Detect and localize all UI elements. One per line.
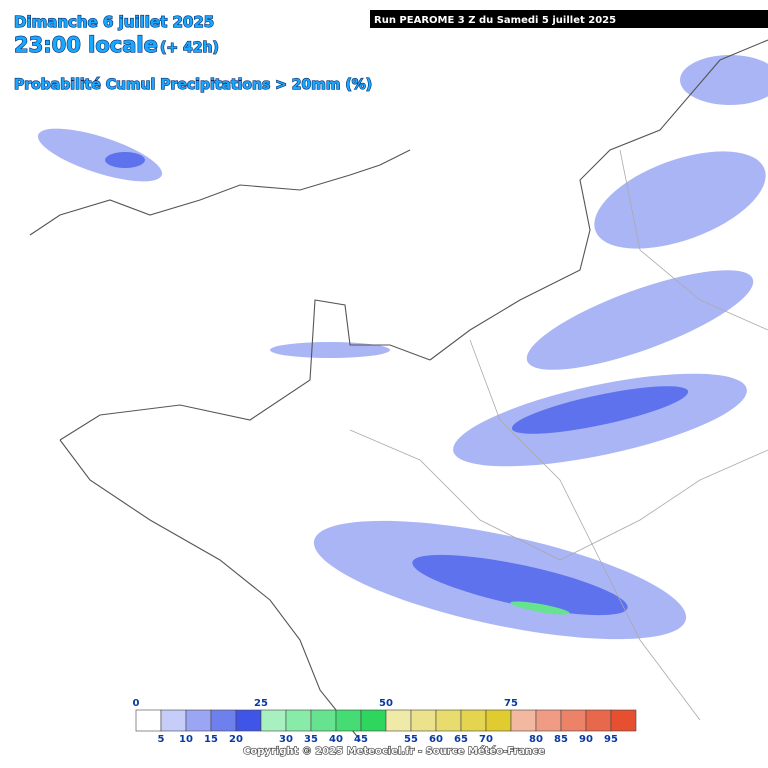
rain-area — [511, 386, 689, 434]
run-info: Run PEAROME 3 Z du Samedi 5 juillet 2025 — [374, 15, 616, 26]
rain-area — [37, 128, 163, 182]
legend-swatch — [560, 709, 587, 732]
legend-swatch — [335, 709, 362, 732]
lead-time: (+ 42h) — [160, 40, 219, 56]
legend-swatch — [410, 709, 437, 732]
legend-swatch — [160, 709, 187, 732]
legend-swatch — [510, 709, 537, 732]
legend-swatch — [485, 709, 512, 732]
legend-bottom-label: 90 — [579, 734, 593, 745]
legend-swatch — [535, 709, 562, 732]
run-banner — [370, 10, 768, 28]
legend-top-label: 0 — [133, 698, 140, 709]
legend-bottom-label: 45 — [354, 734, 368, 745]
legend-swatch — [460, 709, 487, 732]
copyright: Copyright © 2025 Meteociel.fr - Source M… — [243, 745, 545, 757]
coastline — [29, 149, 411, 236]
legend-bottom-label: 95 — [604, 734, 618, 745]
legend-bottom-label: 80 — [529, 734, 543, 745]
legend: 0 25 50 75 5 10 15 20 30 35 40 45 55 60 65 70 80 85 90 95 — [133, 698, 637, 745]
legend-swatch — [185, 709, 212, 732]
legend-bottom-label: 30 — [279, 734, 293, 745]
legend-bottom-label: 65 — [454, 734, 468, 745]
time-title: 23:00 locale — [14, 33, 158, 57]
rain-area — [412, 554, 628, 616]
legend-bottom-label: 70 — [479, 734, 493, 745]
rain-area — [680, 55, 768, 105]
legend-top-label: 75 — [504, 698, 518, 709]
legend-bottom-label: 15 — [204, 734, 218, 745]
legend-bottom-label: 10 — [179, 734, 193, 745]
region-border — [469, 339, 701, 721]
product-title: Probabilité Cumul Precipitations > 20mm … — [14, 77, 372, 93]
legend-swatch — [260, 709, 287, 732]
coastline — [59, 439, 361, 741]
legend-bottom-label: 60 — [429, 734, 443, 745]
legend-top-label: 25 — [254, 698, 268, 709]
legend-swatch — [285, 709, 312, 732]
rain-area — [594, 151, 766, 249]
rain-area — [510, 601, 570, 615]
legend-swatch — [210, 709, 237, 732]
legend-swatch — [310, 709, 337, 732]
legend-swatch — [135, 709, 162, 732]
legend-swatch — [435, 709, 462, 732]
coastline — [429, 39, 768, 361]
legend-bottom-label: 40 — [329, 734, 343, 745]
legend-swatch — [385, 709, 412, 732]
legend-bottom-label: 55 — [404, 734, 418, 745]
legend-top-label: 50 — [379, 698, 393, 709]
legend-swatch — [610, 709, 637, 732]
rain-area — [105, 152, 145, 168]
rain-area — [526, 270, 754, 370]
legend-bottom-label: 5 — [158, 734, 165, 745]
legend-bottom-label: 20 — [229, 734, 243, 745]
legend-swatch — [235, 709, 262, 732]
coastlines — [29, 39, 768, 741]
coastline — [59, 299, 431, 441]
precipitation-field — [37, 55, 768, 640]
rain-area — [270, 342, 390, 358]
legend-bottom-label: 85 — [554, 734, 568, 745]
region-border — [349, 429, 768, 561]
legend-bottom-label: 35 — [304, 734, 318, 745]
region-border — [619, 149, 768, 331]
legend-swatch — [360, 709, 387, 732]
legend-swatch — [585, 709, 612, 732]
date-title: Dimanche 6 juillet 2025 — [14, 13, 214, 31]
